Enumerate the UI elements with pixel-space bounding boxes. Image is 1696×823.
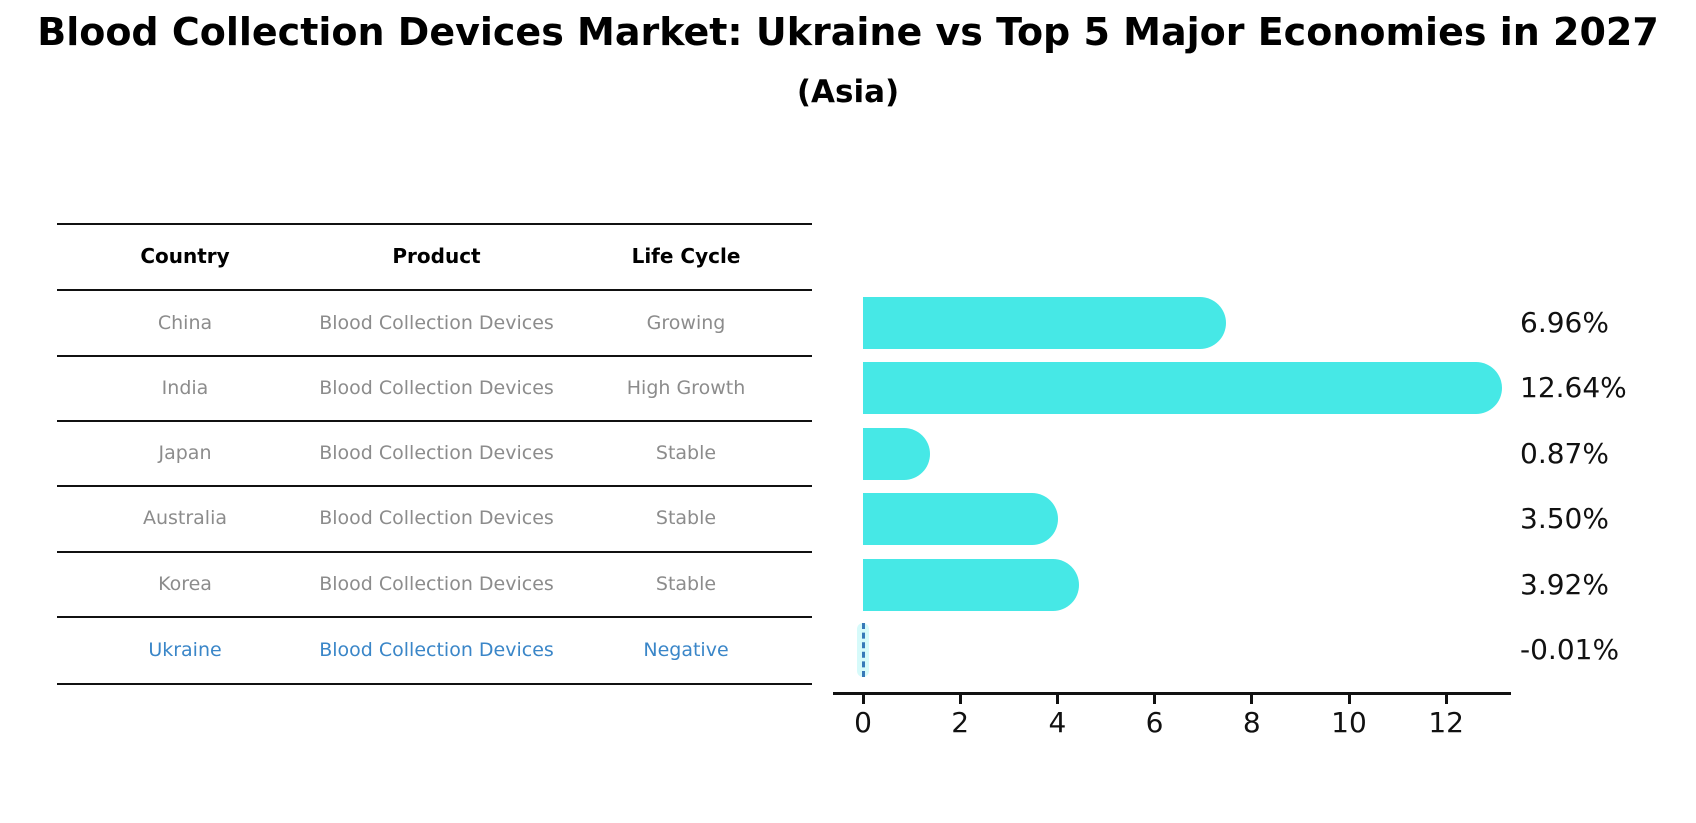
table-cell-life-cycle: Negative bbox=[643, 639, 729, 661]
table-row-ukraine: Ukraine Blood Collection Devices Negativ… bbox=[57, 636, 812, 664]
table-row-japan: Japan Blood Collection Devices Stable bbox=[57, 439, 812, 467]
bar-japan bbox=[863, 427, 931, 480]
table-cell-life-cycle: Stable bbox=[655, 507, 717, 529]
table-cell-product: Blood Collection Devices bbox=[319, 639, 554, 661]
table-cell-country: Australia bbox=[142, 507, 228, 529]
table-header-country: Country bbox=[140, 244, 230, 268]
table-header-life-cycle: Life Cycle bbox=[631, 244, 741, 268]
bar-australia bbox=[863, 493, 1059, 546]
country-table: Country Product Life Cycle China Blood C… bbox=[57, 0, 812, 760]
x-axis-tick-label: 8 bbox=[1242, 706, 1261, 739]
x-axis-tick bbox=[1153, 695, 1157, 704]
value-label-japan: 0.87% bbox=[1520, 436, 1609, 470]
table-cell-product: Blood Collection Devices bbox=[319, 312, 554, 334]
table-cell-life-cycle: Stable bbox=[655, 442, 717, 464]
table-cell-country: India bbox=[161, 377, 209, 399]
table-header-product: Product bbox=[392, 244, 481, 268]
x-axis-tick bbox=[1444, 695, 1448, 704]
bar-korea bbox=[863, 558, 1079, 611]
table-rule bbox=[57, 683, 812, 685]
table-cell-country: Ukraine bbox=[148, 639, 222, 661]
table-rule bbox=[57, 355, 812, 357]
table-cell-product: Blood Collection Devices bbox=[319, 442, 554, 464]
value-label-korea: 3.92% bbox=[1520, 567, 1609, 601]
x-axis-tick-label: 0 bbox=[854, 706, 872, 739]
x-axis-tick-label: 4 bbox=[1048, 706, 1067, 739]
table-cell-life-cycle: Stable bbox=[655, 573, 717, 595]
table-cell-product: Blood Collection Devices bbox=[319, 573, 554, 595]
x-axis-tick-label: 6 bbox=[1145, 706, 1164, 739]
table-rule bbox=[57, 289, 812, 291]
table-cell-life-cycle: High Growth bbox=[626, 377, 746, 399]
table-cell-country: Korea bbox=[158, 573, 212, 595]
value-label-ukraine: -0.01% bbox=[1520, 633, 1620, 666]
table-rule bbox=[57, 616, 812, 618]
table-cell-product: Blood Collection Devices bbox=[319, 377, 554, 399]
x-axis-tick bbox=[1055, 695, 1059, 704]
x-axis-line bbox=[833, 692, 1511, 695]
table-rule bbox=[57, 551, 812, 553]
x-axis-tick-label: 10 bbox=[1331, 706, 1367, 739]
bar-india bbox=[863, 362, 1503, 415]
table-rule bbox=[57, 420, 812, 422]
table-row-australia: Australia Blood Collection Devices Stabl… bbox=[57, 504, 812, 532]
table-row-china: China Blood Collection Devices Growing bbox=[57, 309, 812, 337]
value-label-china: 6.96% bbox=[1520, 306, 1609, 339]
chart-subtitle: (Asia) bbox=[796, 74, 900, 110]
table-rule bbox=[57, 223, 812, 225]
negative-marker-ukraine bbox=[861, 623, 865, 677]
table-cell-product: Blood Collection Devices bbox=[319, 507, 554, 529]
x-axis-tick-label: 12 bbox=[1428, 706, 1464, 739]
x-axis-tick bbox=[958, 695, 962, 704]
table-cell-country: Japan bbox=[158, 442, 212, 464]
chart-title: Blood Collection Devices Market: Ukraine… bbox=[37, 10, 1659, 54]
x-axis-tick bbox=[861, 695, 865, 704]
table-row-india: India Blood Collection Devices High Grow… bbox=[57, 374, 812, 402]
table-rule bbox=[57, 485, 812, 487]
table-header-row: Country Product Life Cycle bbox=[57, 242, 812, 270]
bar-china bbox=[863, 297, 1227, 349]
table-cell-country: China bbox=[157, 312, 213, 334]
value-label-australia: 3.50% bbox=[1520, 502, 1609, 536]
x-axis-tick bbox=[1347, 695, 1351, 704]
table-cell-life-cycle: Growing bbox=[646, 312, 726, 334]
table-row-korea: Korea Blood Collection Devices Stable bbox=[57, 570, 812, 598]
value-label-india: 12.64% bbox=[1520, 371, 1627, 405]
x-axis-tick bbox=[1250, 695, 1254, 704]
x-axis-tick-label: 2 bbox=[951, 706, 970, 739]
